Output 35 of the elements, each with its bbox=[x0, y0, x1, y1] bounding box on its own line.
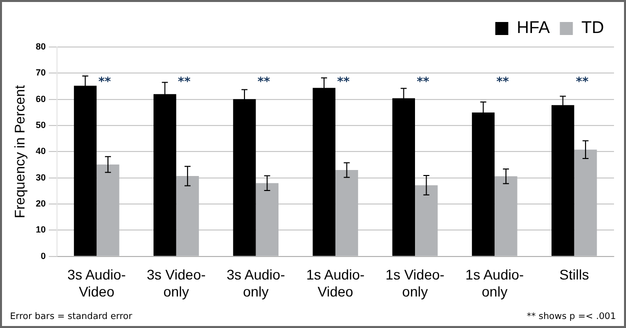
legend-label: HFA bbox=[516, 18, 550, 38]
annotation: ** bbox=[258, 74, 271, 88]
x-tick-label: 3s Video-only bbox=[146, 266, 206, 300]
x-tick-label: 1s Video-only bbox=[386, 266, 445, 300]
bar bbox=[494, 176, 518, 256]
x-tick-label: 3s Audio-Video bbox=[67, 266, 126, 300]
bar bbox=[96, 164, 120, 256]
legend-label: TD bbox=[581, 18, 604, 38]
bar bbox=[574, 150, 597, 256]
annotation: ** bbox=[576, 74, 590, 88]
y-axis-title: Frequency in Percent bbox=[11, 85, 28, 218]
bar bbox=[176, 176, 199, 256]
y-tick-label: 70 bbox=[36, 68, 46, 78]
y-tick-label: 80 bbox=[36, 41, 46, 52]
annotation: ** bbox=[337, 74, 350, 88]
text: Error bars = standard error bbox=[10, 312, 132, 322]
annotation: ** bbox=[416, 74, 430, 88]
y-tick-label: 60 bbox=[36, 94, 46, 104]
y-tick-label: 40 bbox=[36, 146, 46, 156]
x-tick-label: 3s Audio-only bbox=[226, 266, 286, 300]
x-tick-label: 1s Audio-Video bbox=[306, 266, 365, 300]
annotation: ** bbox=[178, 74, 192, 88]
x-tick-label: 1s Audio-only bbox=[465, 266, 524, 300]
bar bbox=[415, 185, 438, 256]
x-tick-label: Stills bbox=[559, 266, 589, 283]
annotation: ** bbox=[496, 74, 510, 88]
bar bbox=[335, 170, 358, 256]
y-tick-label: 20 bbox=[36, 198, 46, 209]
bar bbox=[256, 183, 278, 256]
y-tick-label: 0 bbox=[40, 250, 46, 261]
text: ** shows p =< .001 bbox=[526, 312, 616, 322]
annotation: ** bbox=[98, 74, 112, 88]
y-tick-label: 50 bbox=[36, 120, 46, 130]
y-tick-label: 30 bbox=[36, 172, 46, 182]
y-tick-label: 10 bbox=[36, 224, 46, 235]
